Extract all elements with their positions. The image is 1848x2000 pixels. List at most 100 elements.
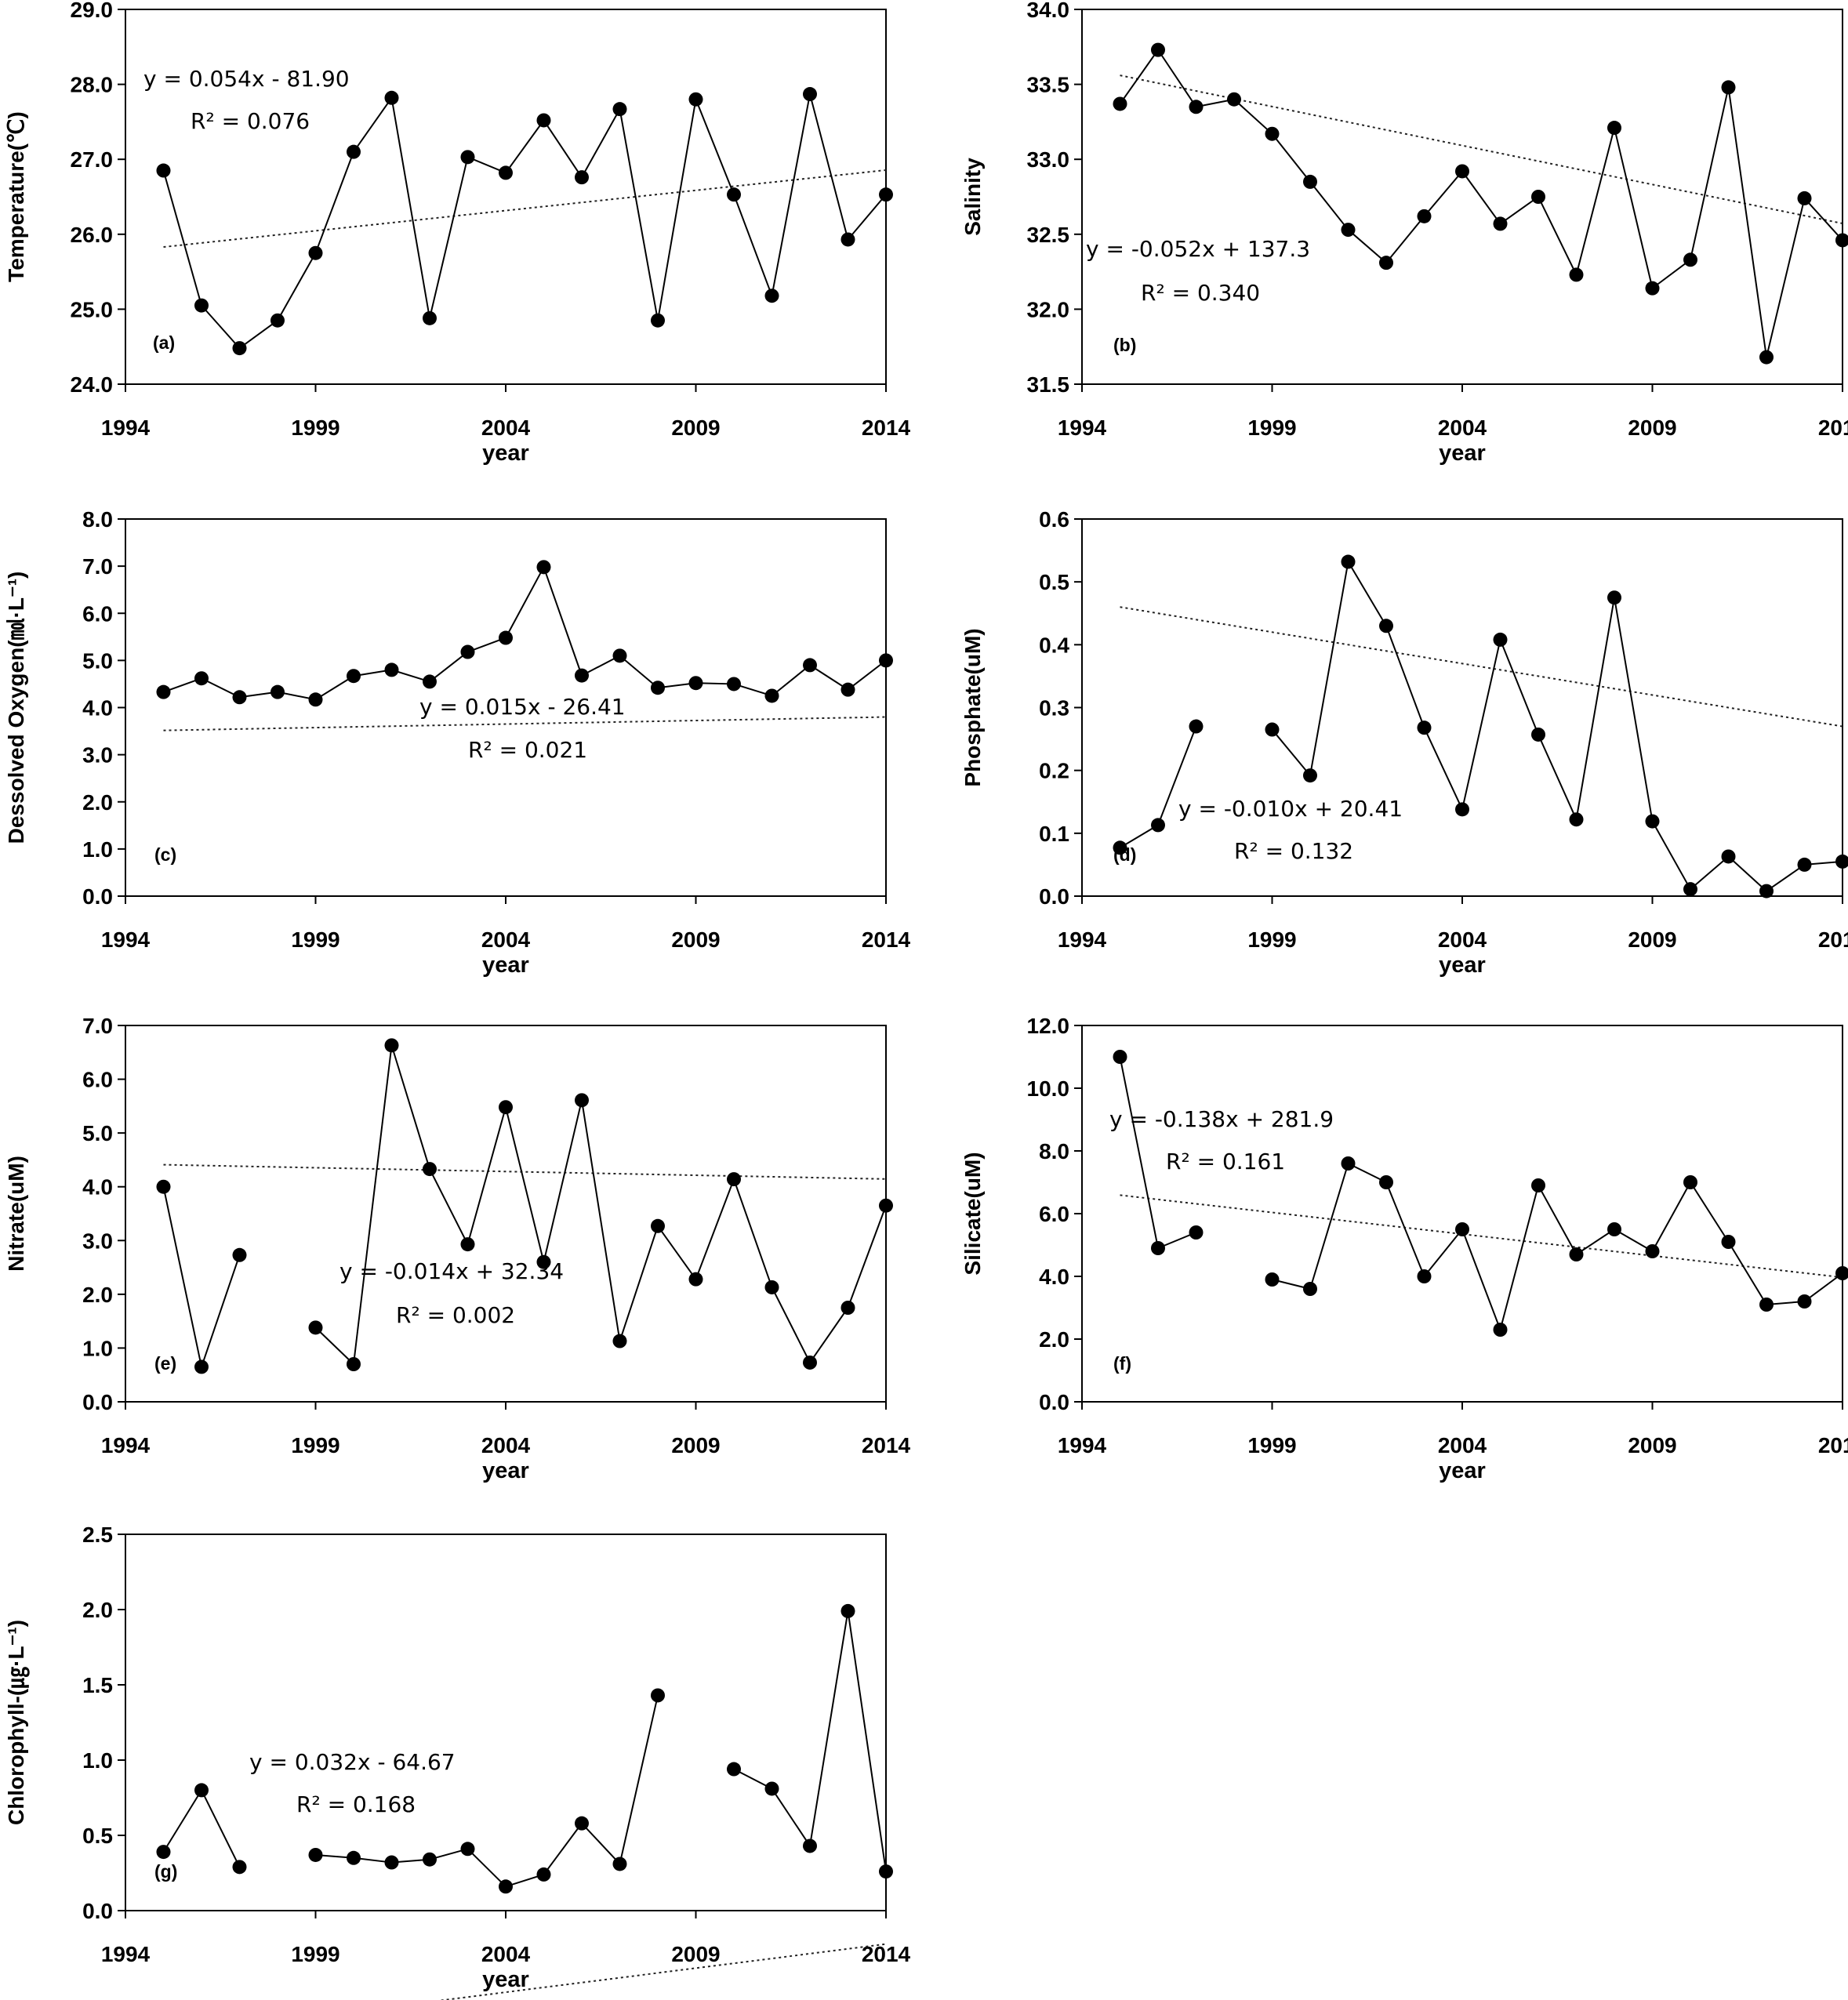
data-point: [1341, 1156, 1356, 1171]
series-segment: [809, 1610, 849, 1846]
data-point: [1721, 849, 1736, 864]
data-point: [1151, 42, 1165, 57]
x-tick-label: 2004: [1438, 927, 1487, 952]
data-point: [879, 187, 893, 202]
series-segment: [543, 1823, 583, 1875]
series-segment: [657, 1225, 697, 1280]
data-point: [423, 674, 437, 689]
x-tick-label: 2014: [862, 416, 911, 440]
series-segment: [1119, 824, 1159, 849]
data-point: [270, 313, 285, 328]
series-segment: [847, 194, 887, 241]
data-point: [1151, 818, 1165, 833]
data-point: [499, 1879, 513, 1894]
data-point: [688, 676, 703, 691]
data-point: [727, 187, 741, 202]
data-point: [1721, 80, 1736, 95]
series-segment: [1385, 216, 1425, 263]
data-point: [1113, 1050, 1127, 1064]
data-point: [803, 658, 817, 673]
y-tick-label: 0.2: [1039, 759, 1069, 783]
data-point: [1835, 233, 1848, 248]
x-tick-label: 1999: [291, 1942, 339, 1966]
data-point: [1113, 840, 1127, 855]
data-point: [499, 1100, 513, 1115]
series-segment: [1271, 133, 1311, 183]
data-point: [347, 1357, 361, 1371]
series-segment: [1119, 49, 1159, 105]
series-segment: [1575, 127, 1615, 275]
series-segment: [505, 1106, 545, 1262]
series-segment: [1651, 1181, 1691, 1252]
series-segment: [733, 1178, 773, 1288]
data-point: [194, 1783, 209, 1798]
series-segment: [1309, 181, 1349, 230]
y-tick-label: 0.0: [82, 1390, 113, 1414]
series-segment: [201, 304, 241, 349]
x-tick-label: 2009: [671, 1433, 720, 1457]
x-tick-label: 2014: [1818, 927, 1848, 952]
series-segment: [162, 170, 202, 306]
panel-label: (f): [1113, 1353, 1131, 1374]
x-axis-title: year: [482, 1458, 529, 1483]
series-segment: [1347, 561, 1387, 626]
series-segment: [619, 108, 659, 321]
data-point: [727, 1172, 741, 1187]
data-point: [1797, 191, 1812, 205]
y-tick-label: 34.0: [1027, 0, 1070, 22]
data-point: [1341, 223, 1356, 238]
data-point: [1455, 164, 1469, 179]
panel-label: (d): [1113, 844, 1136, 865]
trend-line: [163, 1163, 887, 1180]
data-point: [1455, 1222, 1469, 1236]
series-segment: [1651, 821, 1691, 890]
series-segment: [314, 151, 354, 254]
trend-line: [163, 169, 887, 249]
series-segment: [201, 677, 240, 699]
series-segment: [505, 119, 545, 173]
y-tick-label: 2.0: [1039, 1327, 1069, 1352]
data-point: [879, 653, 893, 668]
data-point: [1417, 721, 1432, 735]
data-point: [1531, 727, 1545, 742]
series-segment: [1423, 170, 1463, 217]
data-point: [156, 163, 171, 178]
data-point: [1683, 882, 1697, 897]
series-segment: [238, 319, 278, 349]
series-segment: [1538, 196, 1578, 275]
series-segment: [1614, 127, 1654, 289]
y-tick-label: 5.0: [82, 1121, 113, 1145]
x-tick-label: 2004: [481, 1433, 531, 1457]
data-point: [1759, 350, 1774, 365]
data-point: [1797, 1294, 1812, 1309]
x-tick-label: 2009: [671, 927, 720, 952]
data-point: [612, 1857, 627, 1871]
data-point: [194, 298, 209, 313]
x-tick-label: 1994: [101, 927, 151, 952]
data-point: [1113, 96, 1127, 111]
data-point: [156, 1179, 171, 1194]
data-point: [688, 1272, 703, 1287]
data-point: [347, 144, 361, 159]
y-tick-label: 0.6: [1039, 507, 1069, 532]
y-tick-label: 4.0: [82, 696, 113, 721]
series-segment: [201, 1254, 241, 1367]
plot-frame: [1081, 9, 1843, 385]
data-point: [651, 681, 665, 695]
data-point: [879, 1198, 893, 1213]
y-tick-label: 6.0: [1039, 1202, 1069, 1226]
series-segment: [1461, 170, 1501, 225]
series-segment: [162, 1186, 202, 1367]
series-segment: [809, 664, 849, 691]
data-point: [1607, 1222, 1621, 1236]
data-point: [1569, 812, 1584, 827]
data-point: [1683, 1175, 1697, 1189]
series-segment: [619, 655, 659, 689]
data-point: [612, 1334, 627, 1348]
data-point: [232, 1247, 247, 1262]
data-point: [1265, 1272, 1280, 1287]
data-point: [384, 662, 399, 677]
data-point: [803, 1838, 817, 1853]
series-segment: [429, 651, 469, 683]
x-tick-label: 1994: [1058, 1433, 1107, 1457]
